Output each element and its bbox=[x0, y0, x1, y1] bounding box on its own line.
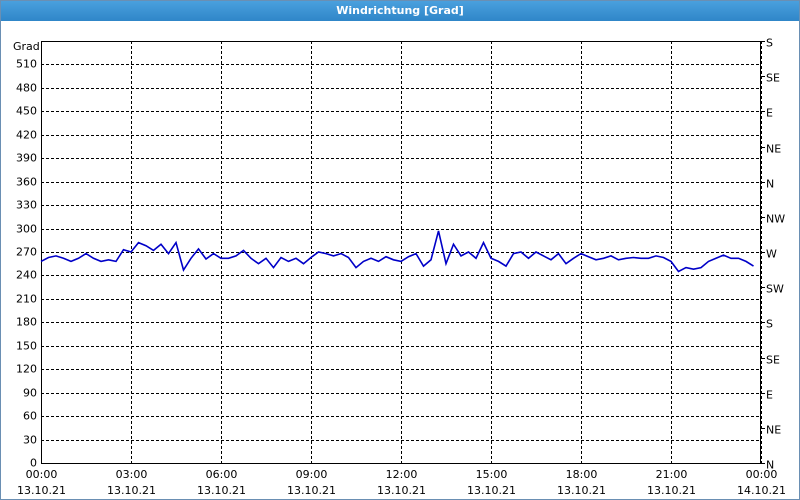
y-tick-label: 90 bbox=[23, 387, 37, 400]
y-tick-label: 480 bbox=[16, 82, 37, 95]
x-tick-date: 13.10.21 bbox=[467, 484, 516, 497]
x-tick-date: 14.10.21 bbox=[737, 484, 786, 497]
x-tick-label: 18:00 bbox=[566, 468, 598, 481]
y-tick-label: 240 bbox=[16, 269, 37, 282]
y-tick-label: 180 bbox=[16, 316, 37, 329]
y2-tick-label: N bbox=[766, 178, 774, 191]
y-tick-label: 210 bbox=[16, 293, 37, 306]
x-tick-date: 13.10.21 bbox=[287, 484, 336, 497]
title-bar: Windrichtung [Grad] bbox=[1, 1, 799, 21]
y2-tick-label: S bbox=[766, 37, 773, 50]
y2-tick-label: N bbox=[766, 459, 774, 472]
x-tick-label: 03:00 bbox=[116, 468, 148, 481]
y-tick-label: 510 bbox=[16, 58, 37, 71]
x-tick-date: 13.10.21 bbox=[557, 484, 606, 497]
y-tick-label: 120 bbox=[16, 363, 37, 376]
y-tick-label: 60 bbox=[23, 410, 37, 423]
x-tick-date: 13.10.21 bbox=[107, 484, 156, 497]
x-tick-date: 13.10.21 bbox=[377, 484, 426, 497]
y2-tick-label: SW bbox=[766, 283, 784, 296]
plot-frame bbox=[41, 41, 761, 464]
y2-tick-label: S bbox=[766, 318, 773, 331]
y-tick-label: 360 bbox=[16, 176, 37, 189]
y-tick-label: 300 bbox=[16, 223, 37, 236]
data-line bbox=[40, 230, 754, 273]
x-tick-label: 12:00 bbox=[386, 468, 418, 481]
y2-tick-label: NE bbox=[766, 143, 781, 156]
y2-tick-label: SE bbox=[766, 72, 780, 85]
y-axis-label: Grad bbox=[13, 40, 40, 53]
x-tick-label: 21:00 bbox=[656, 468, 688, 481]
y2-tick-label: E bbox=[766, 389, 773, 402]
y2-tick-label: E bbox=[766, 107, 773, 120]
y2-tick-label: W bbox=[766, 248, 777, 261]
x-tick-label: 00:00 bbox=[26, 468, 58, 481]
x-tick-date: 13.10.21 bbox=[647, 484, 696, 497]
y-tick-label: 30 bbox=[23, 434, 37, 447]
y-tick-label: 150 bbox=[16, 340, 37, 353]
x-tick-date: 13.10.21 bbox=[17, 484, 66, 497]
y-tick-label: 270 bbox=[16, 246, 37, 259]
y-tick-label: 330 bbox=[16, 199, 37, 212]
x-tick-label: 06:00 bbox=[206, 468, 238, 481]
y2-tick-label: NW bbox=[766, 213, 785, 226]
x-tick-label: 00:00 bbox=[746, 468, 778, 481]
x-tick-label: 09:00 bbox=[296, 468, 328, 481]
chart: Grad 0 30 60 90 120 150 180 210 240 270 300 330 360 3… bbox=[13, 37, 786, 498]
y-tick-label: 390 bbox=[16, 152, 37, 165]
y-tick-label: 420 bbox=[16, 129, 37, 142]
y-tick-label: 0 bbox=[30, 457, 37, 470]
y2-tick-label: NE bbox=[766, 424, 781, 437]
y2-tick-label: SE bbox=[766, 354, 780, 367]
x-tick-date: 13.10.21 bbox=[197, 484, 246, 497]
y-tick-label: 450 bbox=[16, 105, 37, 118]
x-tick-label: 15:00 bbox=[476, 468, 508, 481]
